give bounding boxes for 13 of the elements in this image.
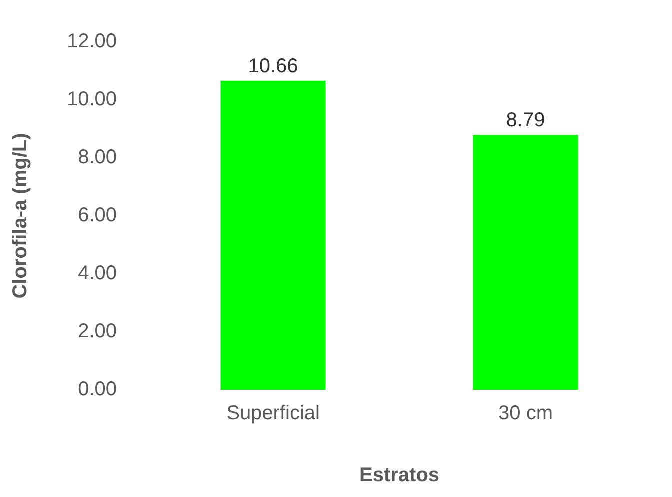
x-tick-label: Superficial [226, 402, 320, 425]
y-tick-label: 0.00 [78, 378, 118, 401]
x-axis-title: Estratos [360, 464, 440, 487]
y-tick-label: 10.00 [66, 88, 118, 111]
y-tick-label: 6.00 [78, 204, 118, 227]
y-tick-label: 12.00 [66, 30, 118, 53]
data-label: 8.79 [506, 110, 546, 132]
y-tick-label: 8.00 [78, 146, 118, 169]
y-tick-label: 4.00 [78, 262, 118, 285]
y-axis-title: Clorofila-a (mg/L) [10, 133, 32, 299]
y-tick-label: 2.00 [78, 320, 118, 343]
x-tick-label: 30 cm [498, 402, 553, 425]
data-label: 10.66 [248, 55, 298, 78]
